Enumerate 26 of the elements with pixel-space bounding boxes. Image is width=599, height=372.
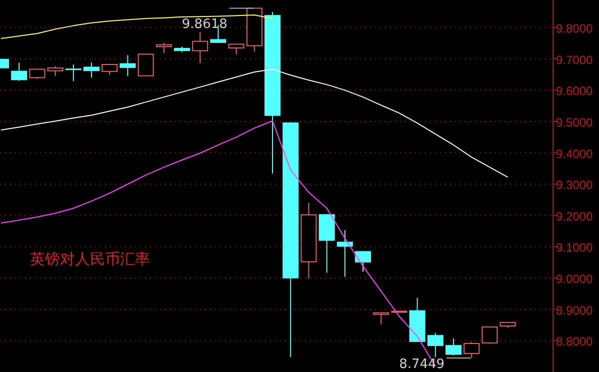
text: 英镑对人民币汇率: [30, 250, 150, 268]
candlestick: [192, 31, 208, 64]
y-tick-label: 9.8000: [556, 22, 594, 36]
y-tick-label: 9.1000: [556, 240, 594, 255]
y-tick-label: 9.4000: [556, 146, 594, 161]
y-tick-label: 8.8000: [556, 334, 594, 349]
candlestick: [65, 64, 82, 82]
y-tick-label: 9.7000: [556, 52, 594, 67]
candlestick: [120, 54, 136, 77]
line-series: [0, 68, 508, 178]
candlestick: [446, 338, 462, 356]
candlestick: [84, 62, 100, 78]
y-tick-label: 9.3000: [556, 178, 594, 192]
y-tick-label: 9.0000: [556, 272, 594, 286]
annotation: 8.7449: [399, 356, 445, 372]
candlestick: [355, 250, 371, 272]
candlestick: [11, 62, 28, 82]
y-tick-label: 9.6000: [556, 84, 594, 98]
y-tick-label: 8.9000: [556, 303, 594, 318]
candlestick: [300, 202, 317, 279]
annotation: 9.8618: [182, 17, 228, 32]
candlestick: [336, 230, 353, 278]
candlestick: [427, 332, 444, 358]
y-tick-label: 9.5000: [556, 115, 594, 130]
line-series: [0, 14, 273, 40]
y-tick-label: 9.2000: [556, 209, 594, 224]
